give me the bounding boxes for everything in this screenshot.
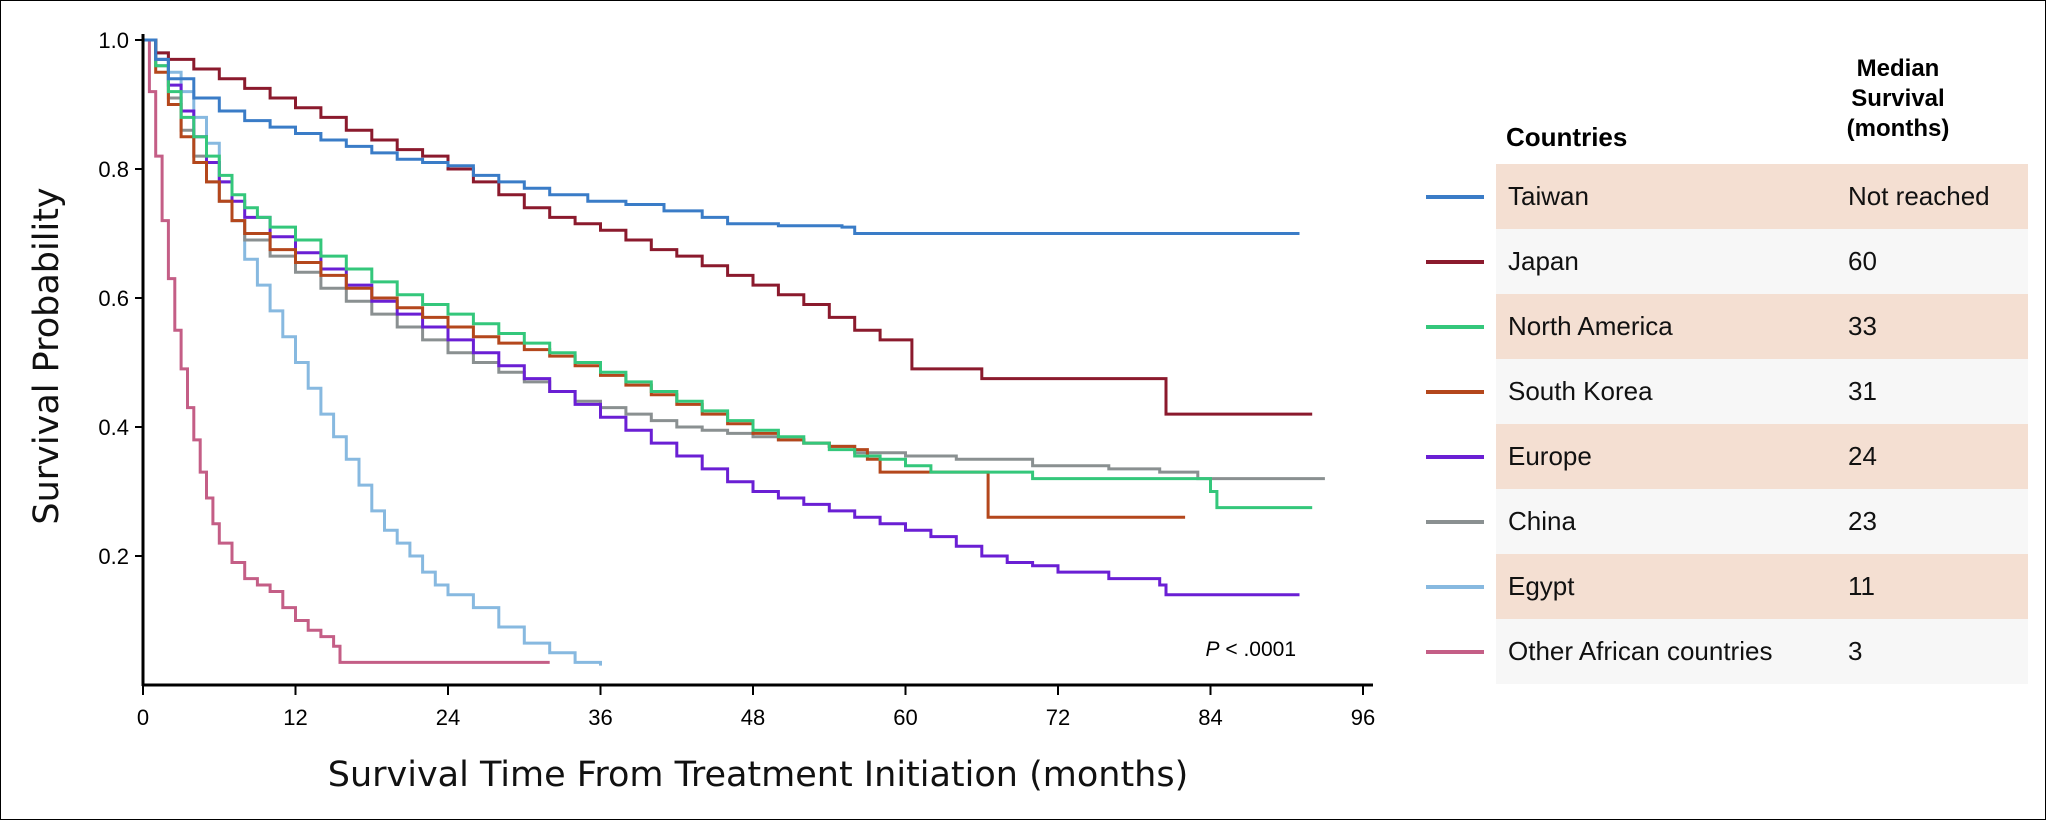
- curve-japan: [143, 38, 1313, 416]
- legend-row-other-african: Other African countries 3: [1426, 619, 2028, 684]
- y-tick-label: 0.4: [98, 415, 129, 440]
- legend-swatch: [1426, 390, 1484, 394]
- legend-row-north-america: North America 33: [1426, 294, 2028, 359]
- x-tick-label: 36: [588, 705, 612, 730]
- legend-swatch: [1426, 260, 1484, 264]
- legend-median: Not reached: [1848, 181, 1990, 211]
- x-axis-ticks: 0 12 24 36 48 60 72 84 96: [137, 685, 1375, 730]
- legend-row-japan: Japan 60: [1426, 229, 2028, 294]
- legend-country: Europe: [1508, 441, 1592, 471]
- legend-row-south-korea: South Korea 31: [1426, 359, 2028, 424]
- legend-swatch: [1426, 195, 1484, 199]
- legend-median: 33: [1848, 311, 1877, 341]
- x-tick-label: 24: [436, 705, 460, 730]
- legend-country: Other African countries: [1508, 636, 1773, 666]
- x-tick-label: 0: [137, 705, 149, 730]
- x-tick-label: 48: [741, 705, 765, 730]
- legend-swatch: [1426, 585, 1484, 589]
- legend-median: 3: [1848, 636, 1863, 666]
- legend-median: 23: [1848, 506, 1877, 536]
- legend-swatch: [1426, 455, 1484, 459]
- legend-table: Median Survival (months) Countries Taiwa…: [1420, 52, 2028, 692]
- y-tick-label: 1.0: [98, 28, 129, 53]
- legend-country: Egypt: [1508, 571, 1575, 601]
- x-tick-label: 72: [1046, 705, 1070, 730]
- y-axis-title: Survival Probability: [27, 187, 67, 524]
- y-tick-label: 0.8: [98, 157, 129, 182]
- survival-curves: [143, 38, 1325, 666]
- legend-swatch: [1426, 520, 1484, 524]
- legend-median: 31: [1848, 376, 1877, 406]
- p-value-annotation: P < .0001: [1206, 638, 1297, 661]
- curve-north-america: [143, 38, 1313, 510]
- legend-median: 60: [1848, 246, 1877, 276]
- legend-header-median: Median Survival (months): [1820, 54, 1976, 144]
- km-chart: 0.2 0.4 0.6 0.8 1.0 0 12 24 36 48 60 72 84 96 Surviv…: [27, 28, 1375, 795]
- y-tick-label: 0.2: [98, 544, 129, 569]
- curve-other-african-countries: [143, 38, 550, 664]
- curve-taiwan: [143, 38, 1300, 235]
- legend-median: 24: [1848, 441, 1877, 471]
- legend-header-countries: Countries: [1506, 122, 1628, 152]
- legend-row-china: China 23: [1426, 489, 2028, 554]
- y-tick-label: 0.6: [98, 286, 129, 311]
- legend-swatch: [1426, 650, 1484, 654]
- legend-country: Japan: [1508, 246, 1579, 276]
- curve-europe: [143, 38, 1300, 597]
- x-axis-title: Survival Time From Treatment Initiation …: [328, 755, 1189, 795]
- curve-south-korea: [143, 38, 1186, 519]
- legend-header-median-line: Median: [1856, 55, 1940, 82]
- x-tick-label: 60: [893, 705, 917, 730]
- legend-swatch: [1426, 325, 1484, 329]
- legend-country: China: [1508, 506, 1576, 536]
- legend-header-median-line: Survival: [1851, 85, 1945, 112]
- p-value-symbol: P: [1206, 638, 1220, 661]
- legend-country: Taiwan: [1508, 181, 1589, 211]
- y-axis-ticks: 0.2 0.4 0.6 0.8 1.0: [98, 28, 143, 569]
- legend-row-taiwan: Taiwan Not reached: [1426, 164, 2028, 229]
- legend-country: North America: [1508, 311, 1673, 341]
- legend-header-median-line: (months): [1846, 115, 1950, 142]
- x-tick-label: 12: [283, 705, 307, 730]
- legend-median: 11: [1848, 571, 1875, 601]
- p-value-text: < .0001: [1220, 638, 1296, 661]
- legend-row-europe: Europe 24: [1426, 424, 2028, 489]
- legend-country: South Korea: [1508, 376, 1653, 406]
- x-tick-label: 96: [1351, 705, 1375, 730]
- legend-row-egypt: Egypt 11: [1426, 554, 2028, 619]
- x-tick-label: 84: [1198, 705, 1222, 730]
